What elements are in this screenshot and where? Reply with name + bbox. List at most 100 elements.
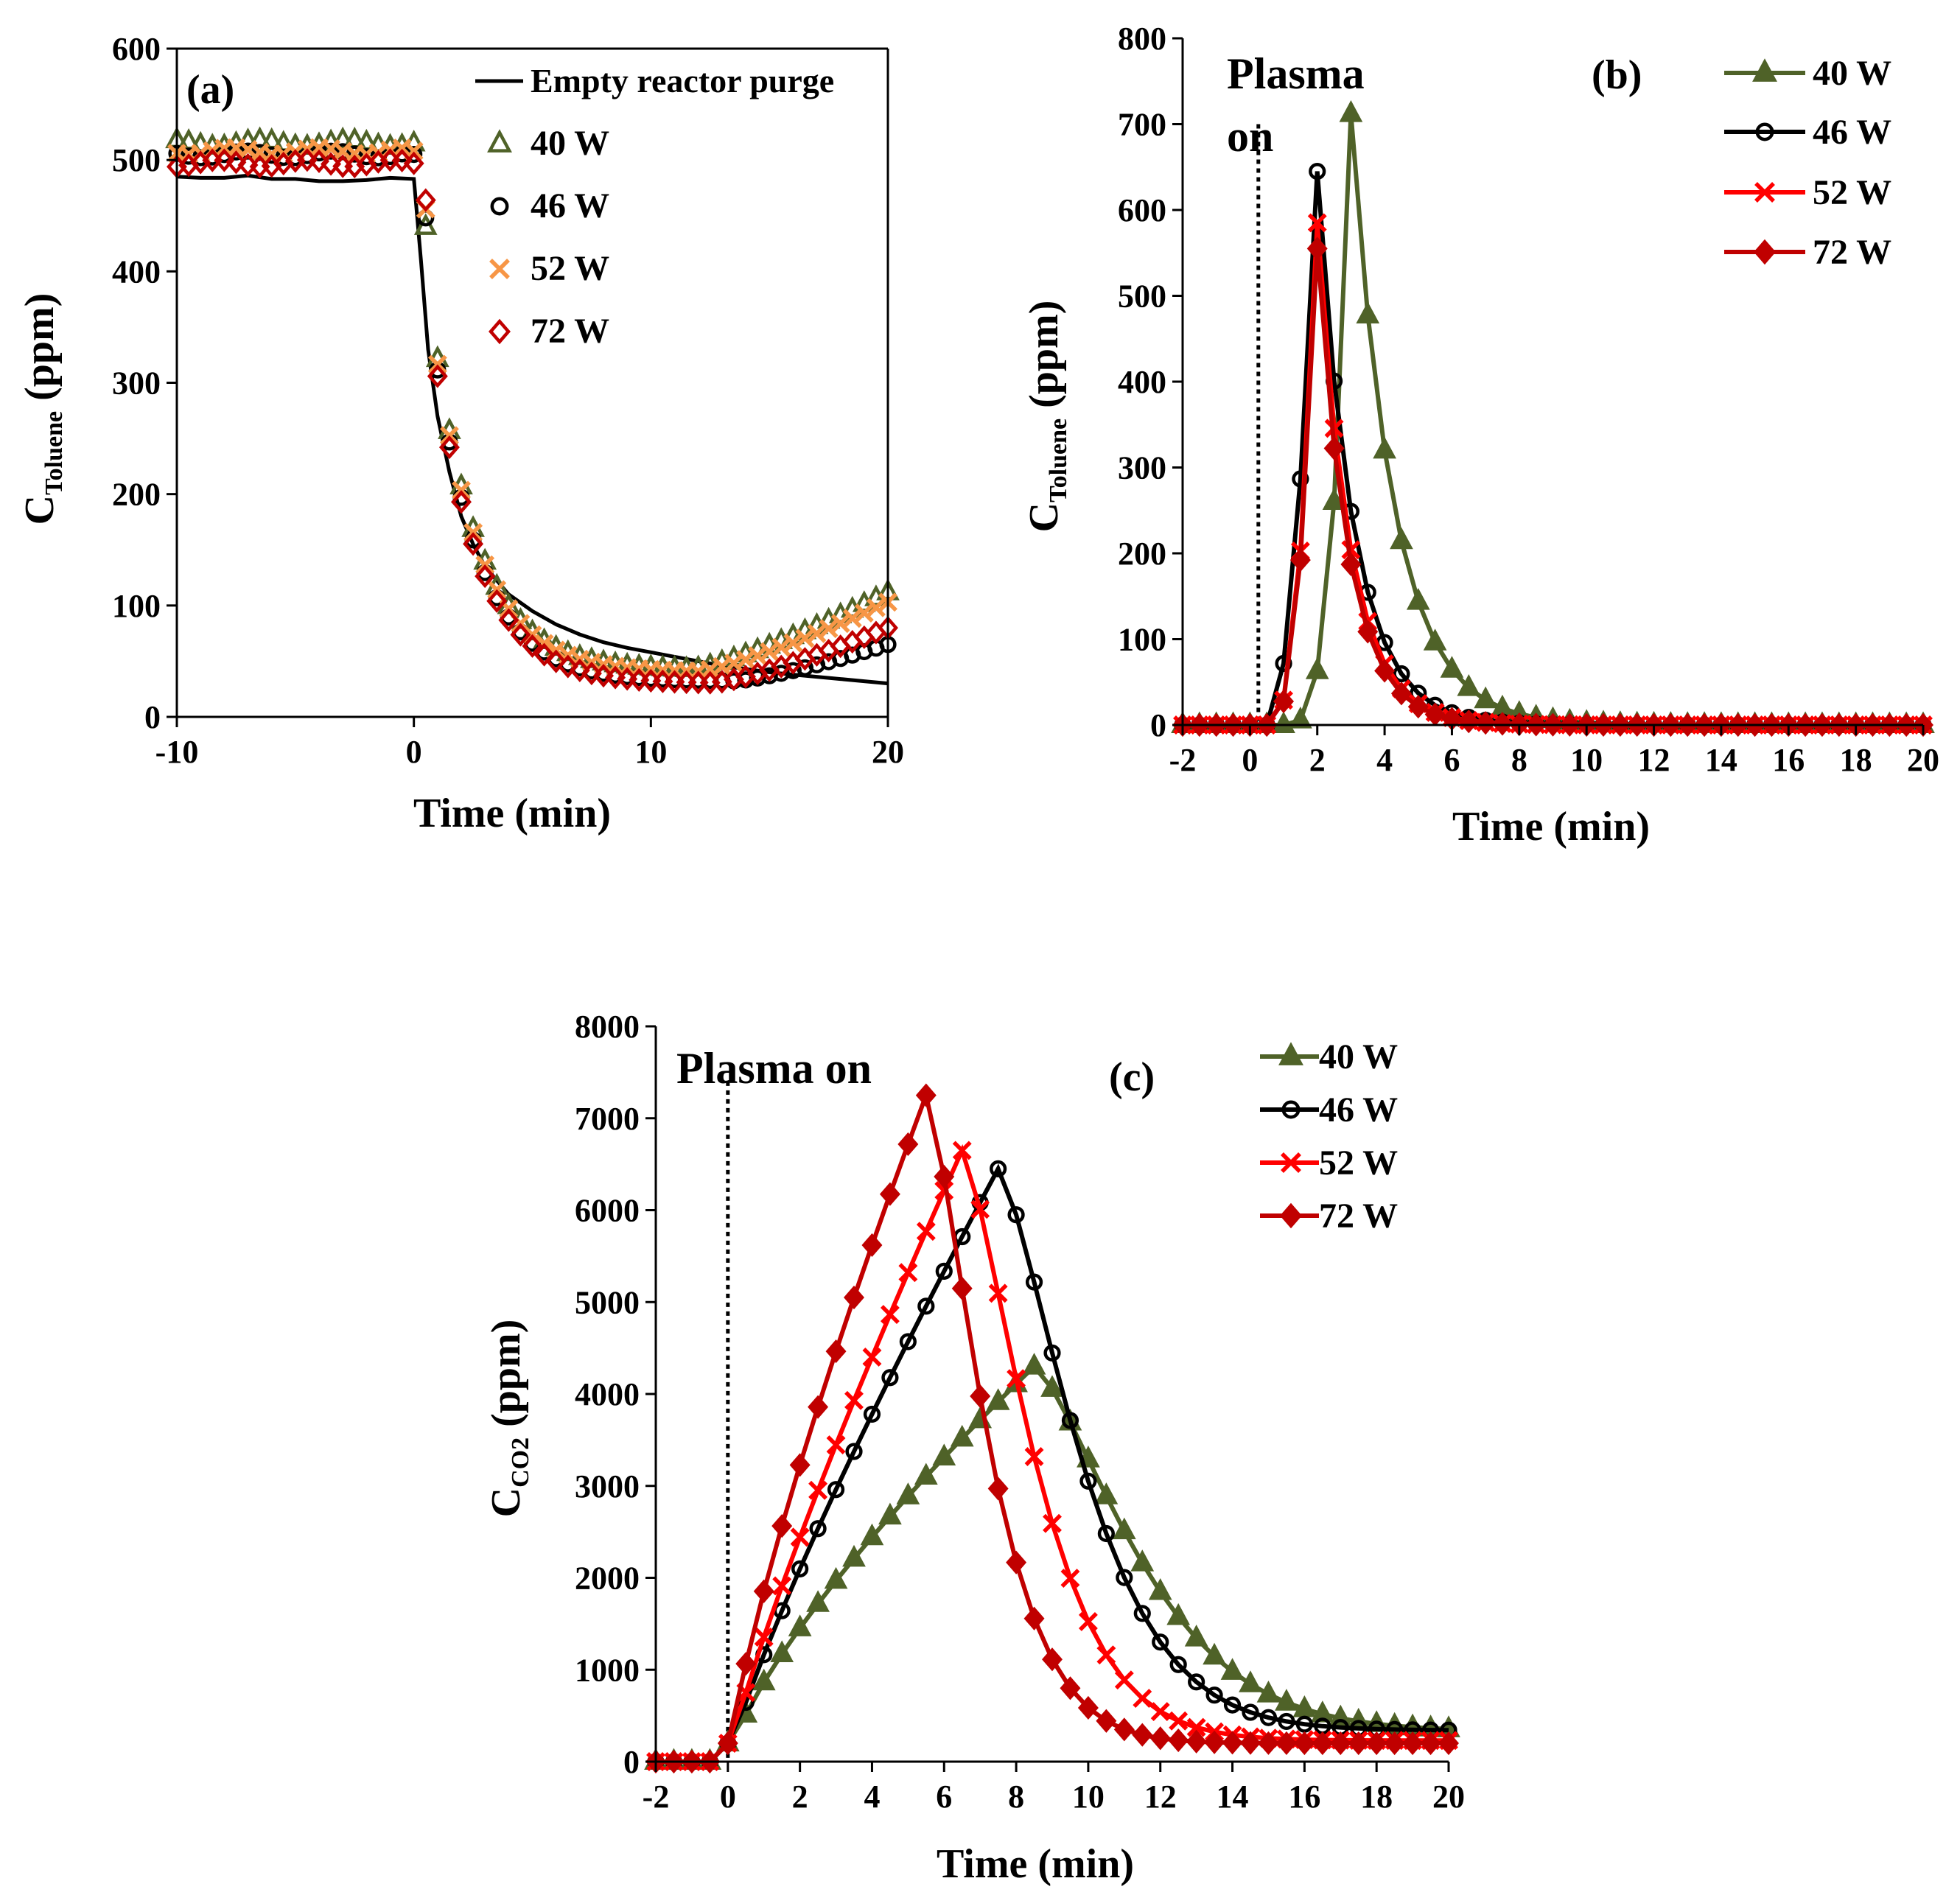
panel-c-point-52 W	[952, 1141, 972, 1160]
panel-a-point-72 W	[463, 532, 484, 556]
panel-c-point-40 W	[824, 1566, 848, 1589]
legend-c-52w-label: 52 W	[1319, 1143, 1398, 1183]
legend-a-purge-label: Empty reactor purge	[531, 62, 834, 99]
panel-b-ylabel-sub: Toluene	[1045, 418, 1072, 502]
panel-c-annotation: Plasma on	[676, 1044, 872, 1093]
panel-c-point-46 W	[791, 1560, 809, 1577]
panel-c-point-72 W	[1222, 1731, 1243, 1755]
panel-c-point-52 W	[1150, 1702, 1170, 1722]
panel-c-ylabel-main: C	[483, 1488, 529, 1517]
panel-a-point-72 W	[438, 435, 460, 460]
panel-a-point-52 W	[807, 623, 827, 643]
panel-a-label: (a)	[186, 67, 234, 113]
panel-b-x-tick-label: 2	[1309, 742, 1326, 778]
panel-c-y-tick-label: 3000	[575, 1468, 640, 1505]
panel-b-point-72 W	[1323, 436, 1345, 460]
panel-c-point-72 W	[1384, 1731, 1405, 1756]
panel-a-point-72 W	[391, 148, 413, 172]
legend-b-40w: 40 W	[1724, 54, 1891, 93]
legend-marker	[1752, 58, 1777, 82]
panel-c-point-40 W	[932, 1443, 956, 1465]
panel-c-line-40 W	[656, 1363, 1449, 1764]
panel-c-y-tick-label: 4000	[575, 1376, 640, 1412]
panel-b-x-tick-label: 8	[1511, 742, 1527, 778]
panel-c-legend: 40 W 46 W 52 W 72 W	[1260, 1037, 1398, 1236]
panel-b-legend: 40 W 46 W 52 W 72 W	[1724, 54, 1891, 272]
panel-a-x-tick-label: 20	[872, 734, 904, 770]
legend-c-46w-marker	[1260, 1100, 1319, 1119]
legend-c-40w: 40 W	[1260, 1037, 1398, 1076]
panel-b-x-tick-label: 10	[1570, 742, 1603, 778]
panel-b-point-40 W	[1406, 588, 1430, 610]
panel-c-point-72 W	[789, 1453, 811, 1477]
panel-a-point-72 W	[415, 188, 436, 212]
panel-a-point-72 W	[545, 649, 567, 673]
panel-c-point-40 W	[770, 1640, 794, 1662]
panel-c-point-46 W	[827, 1481, 845, 1499]
panel-b-point-72 W	[1424, 702, 1446, 726]
panel-c-point-46 W	[935, 1262, 953, 1280]
panel-c-point-40 W	[1220, 1658, 1245, 1680]
panel-c-point-40 W	[914, 1463, 938, 1485]
legend-b-72w: 72 W	[1724, 233, 1891, 272]
panel-c-point-52 W	[808, 1480, 828, 1500]
legend-b-72w-label: 72 W	[1813, 233, 1891, 272]
panel-c-point-52 W	[1186, 1717, 1206, 1737]
panel-c-point-46 W	[809, 1520, 827, 1538]
panel-a-point-72 W	[593, 664, 614, 688]
panel-b-label: (b)	[1592, 52, 1642, 98]
panel-c-y-tick-label: 1000	[575, 1652, 640, 1688]
panel-a-point-72 W	[486, 589, 508, 613]
panel-c-point-72 W	[825, 1339, 847, 1364]
panel-b-x-tick-label: 16	[1772, 742, 1805, 778]
panel-a-y-tick-label: 100	[112, 588, 161, 624]
panel-b-x-tick-label: 12	[1638, 742, 1670, 778]
panel-b-point-40 W	[1322, 488, 1346, 510]
panel-c-point-72 W	[1149, 1726, 1171, 1751]
panel-b-point-40 W	[1440, 656, 1464, 678]
panel-a-point-52 W	[842, 609, 862, 628]
panel-b-y-tick-label: 500	[1118, 279, 1166, 315]
panel-c-point-72 W	[1258, 1731, 1279, 1755]
panel-c-xlabel: Time (min)	[937, 1841, 1134, 1887]
panel-b-ylabel-unit: (ppm)	[1021, 301, 1067, 418]
panel-a-x-tick-label: 0	[406, 734, 422, 770]
panel-c-x-tick-label: 2	[792, 1779, 808, 1815]
panel-b-point-40 W	[1373, 436, 1396, 459]
panel-b-point-40 W	[1289, 707, 1312, 729]
chart-panel-c: -2 0 2 4 6 8 10 12 14 16 18 20010002000300040005000…	[483, 1009, 1465, 1887]
panel-c-point-40 W	[788, 1614, 812, 1636]
legend-b-40w-label: 40 W	[1813, 54, 1891, 93]
panel-c-point-46 W	[1079, 1472, 1097, 1490]
panel-c-point-46 W	[1223, 1696, 1242, 1714]
legend-marker	[1755, 122, 1774, 141]
panel-b-point-72 W	[1357, 620, 1379, 644]
panel-c-x-tick-label: 18	[1360, 1779, 1393, 1815]
legend-a-40w-label: 40 W	[531, 124, 609, 163]
panel-c-point-46 W	[1188, 1673, 1205, 1691]
panel-c-point-52 W	[1114, 1670, 1134, 1690]
legend-c-72w-label: 72 W	[1319, 1197, 1398, 1236]
panel-c-point-40 W	[986, 1388, 1010, 1410]
panel-c-point-72 W	[808, 1395, 829, 1419]
panel-c-point-40 W	[878, 1502, 902, 1525]
panel-c-point-40 W	[1292, 1695, 1317, 1717]
panel-a-point-52 W	[760, 642, 780, 662]
panel-c-point-72 W	[735, 1652, 757, 1676]
panel-c-point-46 W	[1097, 1524, 1115, 1543]
panel-c-point-72 W	[1294, 1731, 1315, 1756]
panel-a-point-72 W	[321, 152, 342, 176]
panel-c-ylabel: CCO2 (ppm)	[483, 1320, 534, 1518]
panel-b-y-tick-label: 700	[1118, 107, 1166, 143]
panel-c-point-52 W	[1096, 1645, 1116, 1665]
panel-c-point-72 W	[1402, 1731, 1424, 1756]
panel-c-point-72 W	[1186, 1729, 1207, 1754]
panel-b-point-72 W	[1289, 548, 1311, 572]
panel-a-point-72 W	[605, 665, 626, 690]
panel-b-xlabel: Time (min)	[1452, 804, 1650, 850]
panel-c-point-72 W	[1204, 1730, 1225, 1754]
legend-a-52w-marker	[489, 259, 510, 279]
panel-b-point-40 W	[1390, 527, 1413, 550]
panel-a-legend: Empty reactor purge 40 W 46 W 52 W 72 W	[475, 62, 834, 351]
